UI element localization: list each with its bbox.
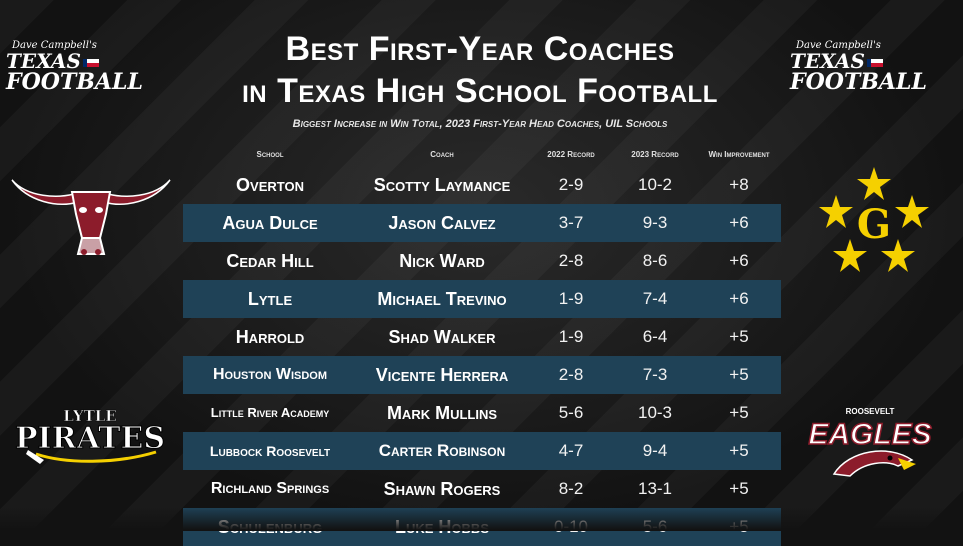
school-cell: Lytle bbox=[247, 289, 293, 309]
table-header: School Coach 2022 Record 2023 Record Win… bbox=[183, 150, 781, 162]
coach-cell: Shawn Rogers bbox=[383, 479, 501, 499]
eagles-top-text: ROOSEVELT bbox=[846, 407, 895, 416]
record-2023-cell: 13-1 bbox=[637, 479, 673, 498]
coach-cell: Shad Walker bbox=[388, 327, 496, 347]
coach-cell: Michael Trevino bbox=[377, 289, 507, 309]
table-row: Overton Scotty Laymance 2-9 10-2 +8 bbox=[183, 166, 781, 204]
coach-cell: Carter Robinson bbox=[378, 441, 506, 460]
school-cell: Agua Dulce bbox=[222, 213, 318, 233]
coach-cell: Jason Calvez bbox=[388, 213, 496, 233]
record-2022-cell: 4-7 bbox=[558, 441, 584, 460]
header-2022-record: 2022 Record bbox=[547, 150, 595, 159]
table-row: Lytle Michael Trevino 1-9 7-4 +6 bbox=[183, 280, 781, 318]
header-2023-record: 2023 Record bbox=[631, 150, 679, 159]
coach-cell: Mark Mullins bbox=[386, 403, 498, 423]
texas-flag-icon bbox=[82, 58, 99, 67]
record-2023-cell: 7-4 bbox=[642, 289, 668, 308]
texas-football-logo-left: Dave Campbell's TEXAS FOOTBALL bbox=[6, 40, 176, 93]
bottom-fade bbox=[0, 507, 963, 531]
improvement-cell: +5 bbox=[729, 441, 749, 460]
record-2023-cell: 10-3 bbox=[637, 403, 673, 422]
record-2022-cell: 2-8 bbox=[558, 251, 584, 270]
logo-texas: TEXAS bbox=[790, 49, 865, 73]
coaches-table: Overton Scotty Laymance 2-9 10-2 +8 Agua… bbox=[183, 166, 781, 546]
improvement-cell: +5 bbox=[729, 479, 749, 498]
header-school: School bbox=[256, 150, 284, 159]
table-row: Agua Dulce Jason Calvez 3-7 9-3 +6 bbox=[183, 204, 781, 242]
page-title-line2: in Texas High School Football bbox=[242, 72, 718, 110]
lytle-pirates-logo: LYTLE PIRATES bbox=[14, 407, 166, 464]
logo-football: FOOTBALL bbox=[790, 69, 927, 95]
school-cell: Little River Academy bbox=[210, 405, 330, 420]
record-2023-cell: 8-6 bbox=[642, 251, 668, 270]
school-cell: Harrold bbox=[235, 327, 305, 347]
table-row: Harrold Shad Walker 1-9 6-4 +5 bbox=[183, 318, 781, 356]
improvement-cell: +5 bbox=[729, 403, 749, 422]
texas-flag-icon bbox=[866, 58, 883, 67]
improvement-cell: +6 bbox=[729, 213, 749, 232]
coach-cell: Nick Ward bbox=[399, 251, 485, 271]
school-cell: Richland Springs bbox=[210, 480, 330, 497]
logo-byline: Dave Campbell's bbox=[796, 40, 881, 51]
record-2023-cell: 10-2 bbox=[637, 175, 673, 194]
record-2022-cell: 8-2 bbox=[558, 479, 584, 498]
school-cell: Lubbock Roosevelt bbox=[209, 443, 331, 459]
page-title-line1: Best First-Year Coaches bbox=[285, 30, 675, 68]
record-2022-cell: 2-9 bbox=[558, 175, 584, 194]
page-subtitle: Biggest Increase in Win Total, 2023 Firs… bbox=[292, 118, 668, 130]
improvement-cell: +8 bbox=[729, 175, 749, 194]
record-2023-cell: 9-3 bbox=[642, 213, 668, 232]
record-2022-cell: 3-7 bbox=[558, 213, 584, 232]
record-2022-cell: 1-9 bbox=[558, 289, 584, 308]
logo-football: FOOTBALL bbox=[6, 69, 143, 95]
pirates-top-text: LYTLE bbox=[63, 407, 116, 425]
record-2023-cell: 6-4 bbox=[642, 327, 668, 346]
table-row: Cedar Hill Nick Ward 2-8 8-6 +6 bbox=[183, 242, 781, 280]
table-row: Little River Academy Mark Mullins 5-6 10… bbox=[183, 394, 781, 432]
table-row: Richland Springs Shawn Rogers 8-2 13-1 +… bbox=[183, 470, 781, 508]
pirates-main-text: PIRATES bbox=[15, 421, 165, 456]
cedar-hill-stars-icon: G bbox=[819, 167, 929, 272]
eagle-head-icon bbox=[832, 450, 914, 477]
sword-icon bbox=[35, 450, 157, 463]
table-row: Houston Wisdom Vicente Herrera 2-8 7-3 +… bbox=[183, 356, 781, 394]
coach-cell: Vicente Herrera bbox=[375, 365, 509, 385]
eagles-main-text: EAGLES bbox=[808, 418, 931, 451]
logo-texas: TEXAS bbox=[6, 49, 81, 73]
school-cell: Overton bbox=[236, 175, 304, 195]
record-2023-cell: 7-3 bbox=[642, 365, 668, 384]
header-coach: Coach bbox=[430, 150, 454, 159]
table-row: Lubbock Roosevelt Carter Robinson 4-7 9-… bbox=[183, 432, 781, 470]
record-2022-cell: 2-8 bbox=[558, 365, 584, 384]
header-win-improvement: Win Improvement bbox=[708, 150, 770, 159]
roosevelt-eagles-logo: ROOSEVELT EAGLES bbox=[808, 407, 932, 477]
logo-byline: Dave Campbell's bbox=[12, 40, 97, 51]
improvement-cell: +5 bbox=[729, 365, 749, 384]
improvement-cell: +5 bbox=[729, 327, 749, 346]
coach-cell: Scotty Laymance bbox=[373, 175, 511, 195]
improvement-cell: +6 bbox=[729, 289, 749, 308]
school-cell: Houston Wisdom bbox=[212, 366, 327, 383]
record-2022-cell: 1-9 bbox=[558, 327, 584, 346]
school-cell: Cedar Hill bbox=[226, 251, 314, 271]
texas-football-logo-right: Dave Campbell's TEXAS FOOTBALL bbox=[790, 40, 960, 93]
record-2023-cell: 9-4 bbox=[642, 441, 668, 460]
improvement-cell: +6 bbox=[729, 251, 749, 270]
cedar-hill-letter: G bbox=[857, 201, 891, 248]
longhorn-icon bbox=[11, 179, 171, 255]
record-2022-cell: 5-6 bbox=[558, 403, 584, 422]
